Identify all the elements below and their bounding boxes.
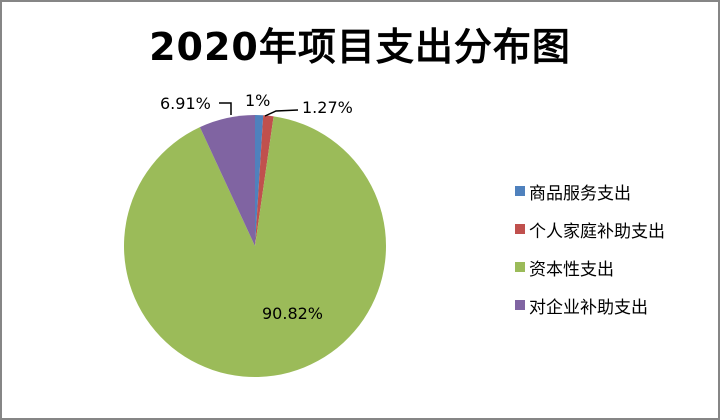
data-label-enterprise-subsidy: 6.91% [160, 94, 211, 113]
data-label-capital: 90.82% [262, 304, 324, 323]
legend-label: 商品服务支出 [529, 183, 631, 204]
legend-swatch-icon [515, 224, 525, 234]
data-label-household-subsidy: 1.27% [302, 98, 353, 117]
legend-item-capital: 资本性支出 [515, 248, 665, 286]
legend-label: 资本性支出 [529, 259, 614, 280]
slice-goods-services [255, 115, 264, 246]
legend-label: 对企业补助支出 [529, 297, 648, 318]
leader-line-1-27 [264, 109, 299, 117]
data-label-goods-services: 1% [245, 91, 271, 110]
leader-line-6-91 [219, 102, 232, 115]
legend-item-goods-services: 商品服务支出 [515, 172, 665, 210]
legend-item-enterprise-subsidy: 对企业补助支出 [515, 286, 665, 324]
legend-label: 个人家庭补助支出 [529, 221, 665, 242]
slice-capital [123, 116, 386, 377]
chart-title: 2020年项目支出分布图 [149, 25, 571, 69]
slice-household-subsidy [255, 115, 274, 246]
legend-swatch-icon [515, 186, 525, 196]
legend-swatch-icon [515, 300, 525, 310]
legend: 商品服务支出 个人家庭补助支出 资本性支出 对企业补助支出 [515, 172, 665, 324]
legend-swatch-icon [515, 262, 525, 272]
slice-enterprise-subsidy [199, 115, 255, 246]
legend-item-household-subsidy: 个人家庭补助支出 [515, 210, 665, 248]
